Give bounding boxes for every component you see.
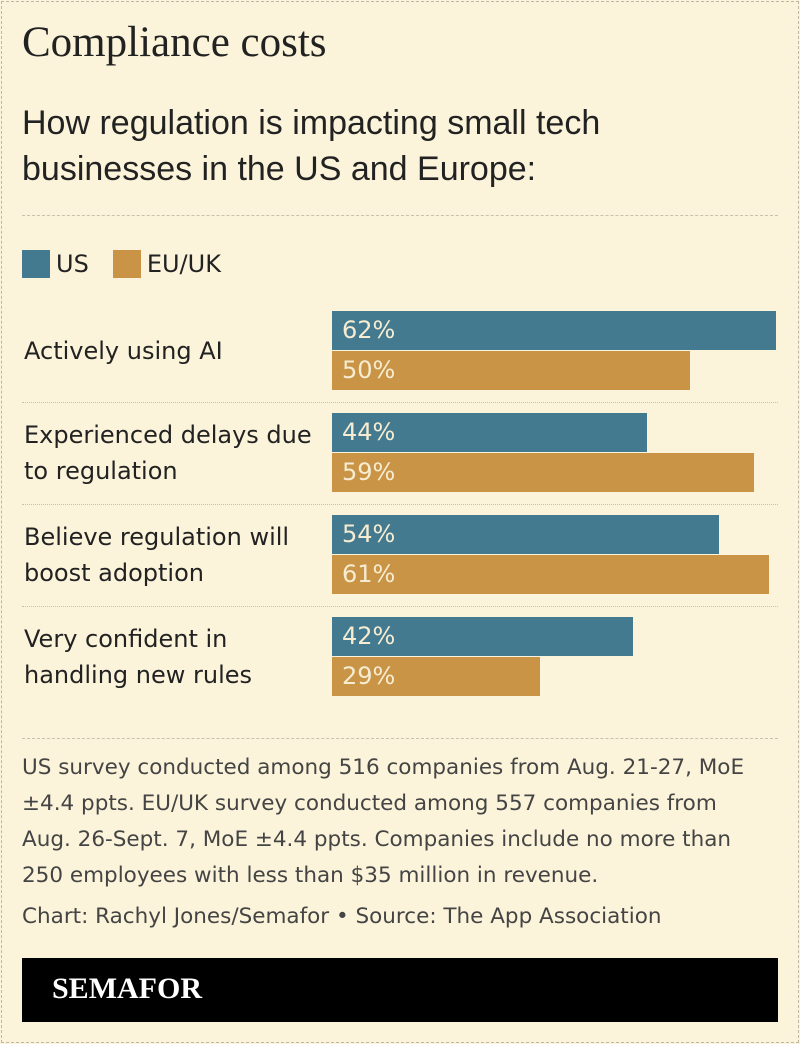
value-label: 54% [342, 520, 396, 548]
value-label: 61% [342, 560, 396, 588]
value-label: 50% [342, 356, 396, 384]
legend-swatch [22, 250, 50, 278]
category-label: Actively using AI [24, 337, 223, 365]
separator [22, 738, 778, 739]
legend-label: EU/UK [146, 250, 221, 278]
legend-item: EU/UK [112, 250, 221, 278]
legend-label: US [56, 250, 89, 278]
bar [332, 311, 776, 350]
legend-item: US [22, 250, 89, 278]
separator [22, 215, 778, 216]
bar [332, 351, 690, 390]
bar [332, 453, 755, 492]
brand-logo: SEMAFOR [52, 972, 202, 1005]
note: US survey conducted among 516 companies … [22, 755, 745, 888]
value-label: 62% [342, 316, 396, 344]
category-label: Believe regulation will boost adoption [24, 523, 290, 587]
bar [332, 515, 719, 554]
credit: Chart: Rachyl Jones/Semafor • Source: Th… [22, 904, 662, 929]
category-label: Very confident in handling new rules [24, 625, 253, 689]
legend: US EU/UK [22, 250, 245, 278]
value-label: 29% [342, 662, 396, 690]
group-separator [22, 606, 778, 607]
value-label: 42% [342, 622, 396, 650]
footer [22, 958, 778, 1022]
group-separator [22, 402, 778, 403]
value-label: 59% [342, 458, 396, 486]
category-label: Experienced delays due to regulation [24, 421, 312, 485]
bar [332, 413, 648, 452]
bar [332, 617, 633, 656]
chart-subtitle: How regulation is impacting small tech b… [22, 104, 601, 188]
value-label: 44% [342, 418, 396, 446]
legend-swatch [112, 250, 141, 278]
bar [332, 555, 769, 594]
bar [332, 657, 540, 696]
group-separator [22, 504, 778, 505]
chart-title: Compliance costs [22, 19, 327, 66]
